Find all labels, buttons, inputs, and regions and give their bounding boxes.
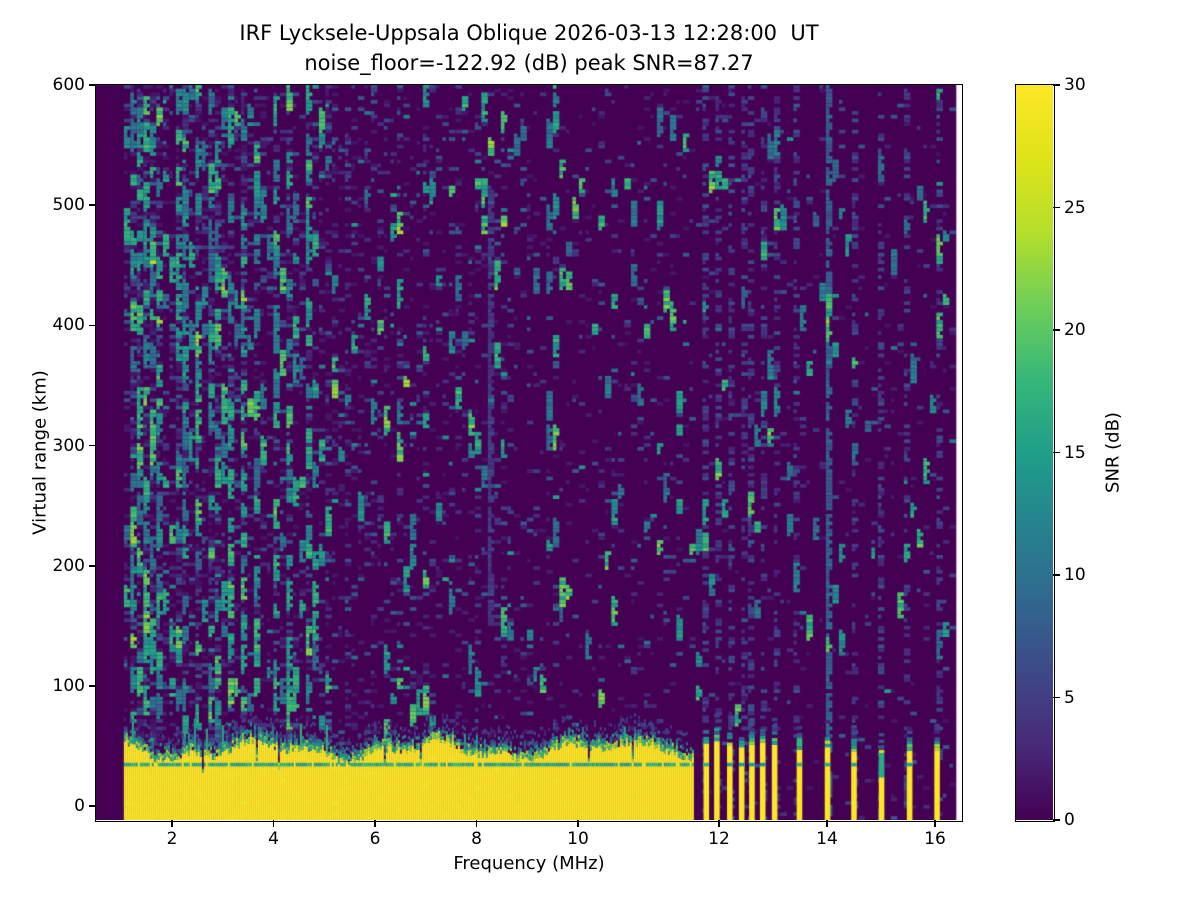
colorbar-tick-label: 10 (1064, 565, 1086, 585)
x-tick-mark (272, 820, 275, 827)
x-axis-label: Frequency (MHz) (453, 853, 605, 874)
colorbar-tick-mark (1053, 84, 1060, 86)
y-tick-mark (89, 685, 96, 687)
y-tick-label: 500 (52, 195, 85, 216)
ionogram-heatmap-canvas (96, 85, 961, 820)
title-block: IRF Lycksele-Uppsala Oblique 2026-03-13 … (96, 18, 962, 78)
x-tick-label: 14 (816, 829, 838, 849)
colorbar-tick-mark (1053, 329, 1060, 331)
y-tick-label: 300 (52, 435, 85, 456)
x-tick-mark (171, 820, 173, 827)
chart-subtitle: noise_floor=-122.92 (dB) peak SNR=87.27 (304, 51, 754, 75)
x-tick-mark (934, 820, 936, 827)
x-tick-label: 2 (166, 829, 178, 849)
y-tick-label: 200 (52, 555, 85, 576)
colorbar-tick-label: 5 (1064, 687, 1075, 708)
colorbar-tick-mark (1053, 574, 1060, 576)
x-tick-label: 12 (708, 829, 730, 849)
colorbar-tick-label: 30 (1064, 75, 1086, 95)
colorbar-gradient-canvas (1016, 85, 1053, 820)
x-tick-mark (374, 820, 376, 827)
colorbar-tick-mark (1053, 206, 1060, 209)
colorbar-label: SNR (dB) (1102, 412, 1124, 493)
y-tick-mark (89, 444, 96, 447)
y-tick-mark (89, 204, 96, 206)
colorbar-tick-label: 25 (1064, 197, 1086, 218)
x-tick-label: 16 (924, 829, 946, 849)
x-tick-mark (718, 820, 720, 827)
y-tick-mark (89, 564, 96, 567)
y-tick-label: 400 (52, 315, 85, 336)
y-tick-mark (89, 805, 96, 807)
x-tick-label: 6 (369, 829, 381, 849)
x-tick-mark (577, 820, 579, 827)
x-tick-label: 4 (268, 829, 279, 849)
y-axis-label: Virtual range (km) (29, 370, 51, 535)
y-tick-label: 100 (52, 675, 85, 696)
x-tick-label: 10 (567, 829, 589, 849)
x-tick-mark (826, 820, 828, 827)
colorbar-tick-mark (1053, 451, 1060, 454)
y-tick-mark (89, 84, 96, 86)
x-tick-label: 8 (471, 829, 482, 849)
colorbar-tick-label: 15 (1064, 442, 1086, 463)
colorbar-tick-label: 20 (1064, 320, 1086, 340)
colorbar-tick-label: 0 (1064, 810, 1075, 830)
y-tick-label: 0 (74, 796, 85, 817)
y-tick-mark (89, 324, 96, 327)
colorbar-tick-mark (1053, 696, 1060, 699)
y-tick-label: 600 (52, 75, 85, 95)
colorbar-tick-mark (1053, 819, 1060, 821)
chart-title: IRF Lycksele-Uppsala Oblique 2026-03-13 … (239, 21, 819, 45)
x-tick-mark (475, 820, 478, 827)
